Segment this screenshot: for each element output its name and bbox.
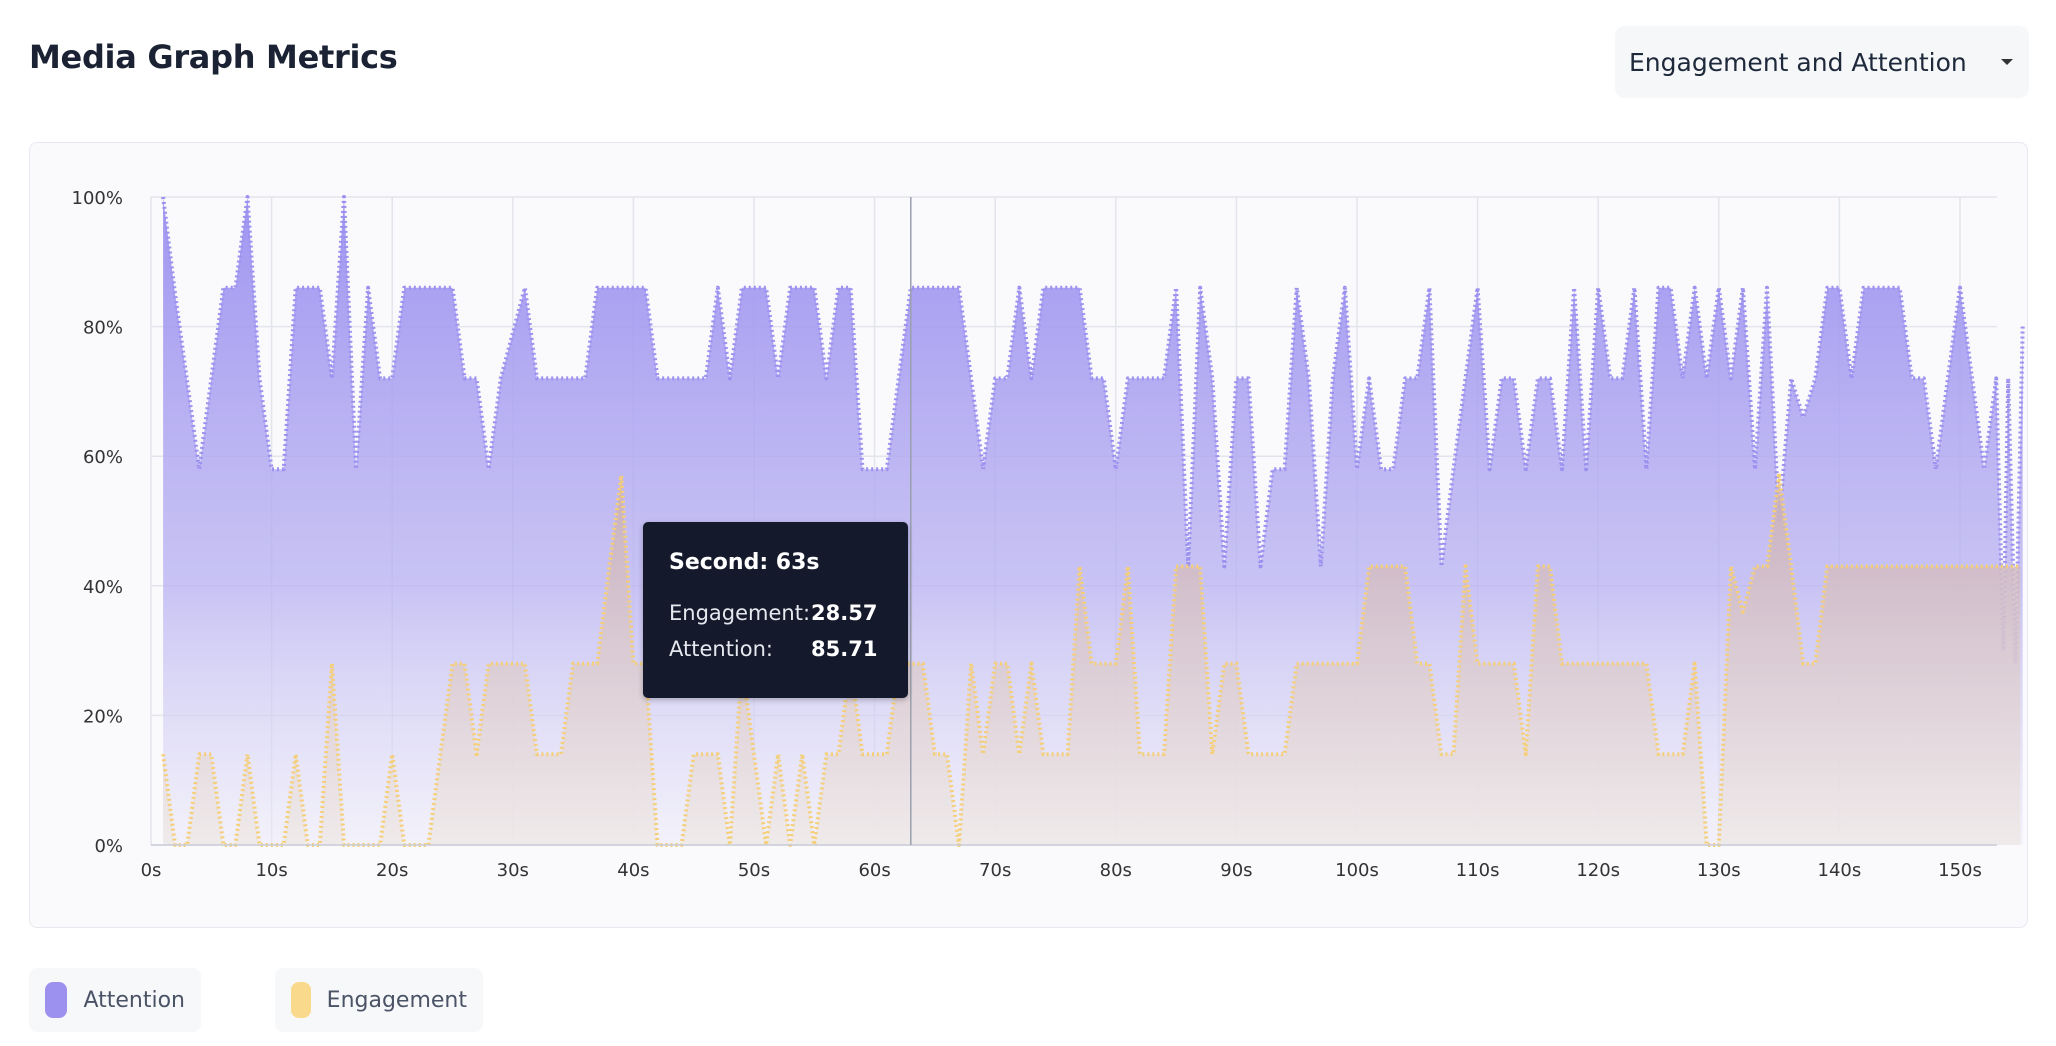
x-tick-label: 20s — [376, 860, 408, 881]
chart-tooltip: Second: 63s Engagement: 28.57 Attention:… — [643, 522, 908, 698]
x-tick-label: 100s — [1335, 860, 1379, 881]
x-tick-label: 30s — [497, 860, 529, 881]
legend-label-attention: Attention — [83, 987, 185, 1013]
tooltip-engagement-value: 28.57 — [811, 601, 878, 625]
tooltip-row-attention: Attention: 85.71 — [669, 631, 882, 667]
y-tick-label: 20% — [83, 706, 123, 727]
x-tick-label: 80s — [1100, 860, 1132, 881]
x-tick-label: 0s — [141, 860, 162, 881]
y-tick-label: 80% — [83, 318, 123, 339]
page-title: Media Graph Metrics — [29, 38, 398, 76]
legend-label-engagement: Engagement — [326, 987, 467, 1013]
x-tick-label: 120s — [1576, 860, 1620, 881]
x-tick-label: 150s — [1938, 860, 1982, 881]
x-tick-label: 110s — [1456, 860, 1500, 881]
tooltip-title: Second: 63s — [669, 550, 820, 575]
metric-select-value: Engagement and Attention — [1629, 47, 1967, 77]
tooltip-attention-label: Attention: — [669, 637, 773, 661]
y-tick-label: 100% — [72, 188, 123, 209]
legend-swatch-engagement — [291, 982, 311, 1018]
chevron-down-icon — [2001, 59, 2013, 65]
x-tick-label: 90s — [1220, 860, 1252, 881]
x-tick-label: 130s — [1697, 860, 1741, 881]
legend-item-engagement[interactable]: Engagement — [275, 968, 483, 1032]
x-tick-label: 70s — [979, 860, 1011, 881]
tooltip-row-engagement: Engagement: 28.57 — [669, 595, 882, 631]
legend-swatch-attention — [45, 982, 68, 1018]
y-tick-label: 60% — [83, 447, 123, 468]
legend-item-attention[interactable]: Attention — [29, 968, 201, 1032]
y-tick-label: 40% — [83, 577, 123, 598]
engagement-attention-chart[interactable]: 0% 20% 40% 60% 80% 100% 0s 10s 20s 30s 40s 50s 60s 70… — [30, 143, 2029, 929]
series-line-attention — [161, 195, 2025, 666]
tooltip-engagement-label: Engagement: — [669, 601, 811, 625]
series-area-engagement — [163, 475, 2021, 845]
x-tick-label: 10s — [255, 860, 287, 881]
tooltip-attention-value: 85.71 — [811, 637, 878, 661]
y-tick-label: 0% — [94, 836, 123, 857]
x-tick-label: 60s — [858, 860, 890, 881]
chart-panel: 0% 20% 40% 60% 80% 100% 0s 10s 20s 30s 40s 50s 60s 70… — [29, 142, 2028, 928]
x-tick-label: 40s — [617, 860, 649, 881]
metric-select[interactable]: Engagement and Attention — [1615, 26, 2029, 98]
x-tick-label: 50s — [738, 860, 770, 881]
x-tick-label: 140s — [1818, 860, 1862, 881]
